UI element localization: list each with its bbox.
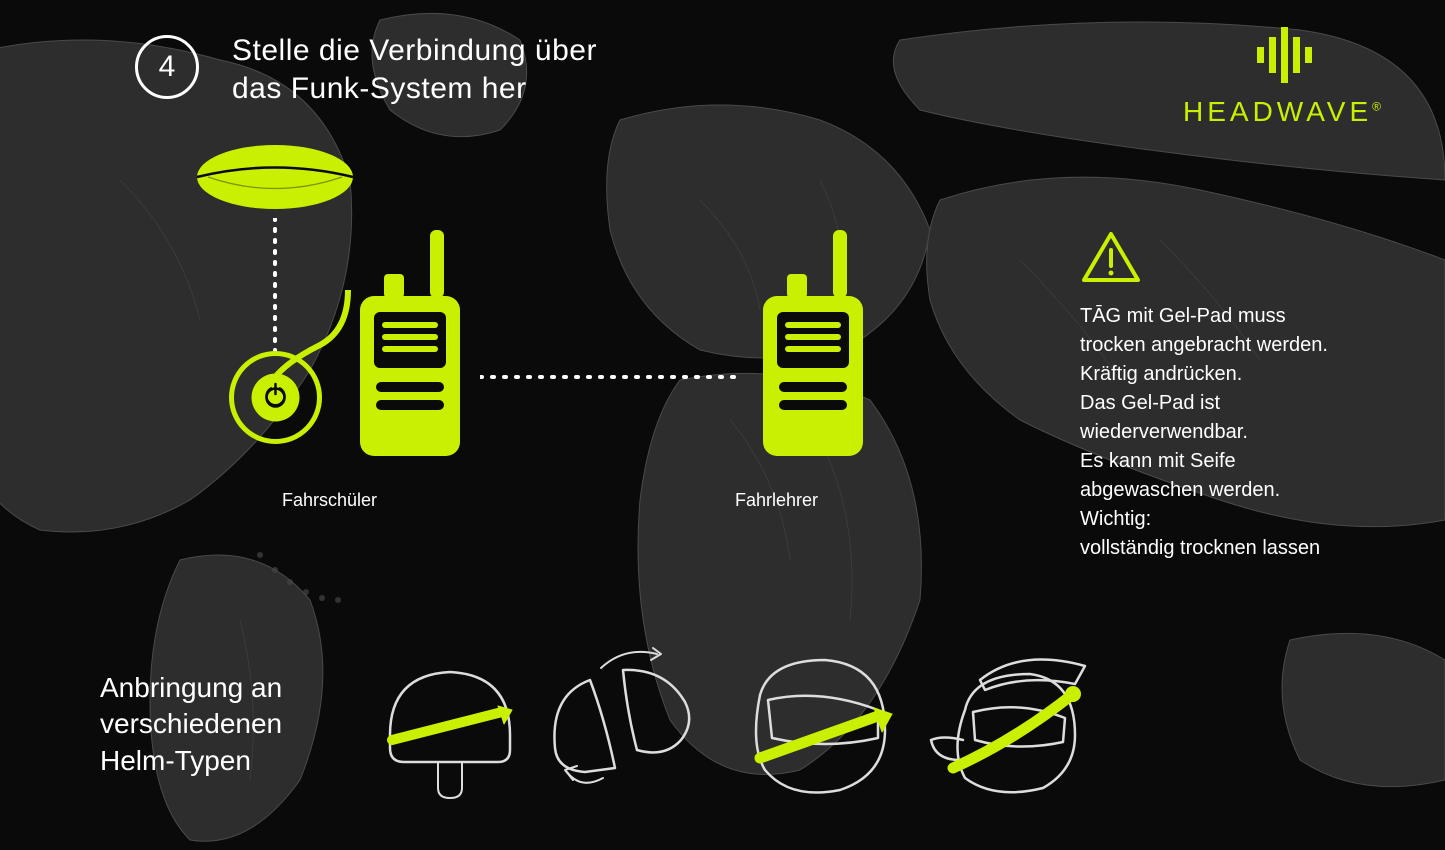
helmet-open-face-icon xyxy=(390,672,512,798)
headwave-tag-icon xyxy=(190,140,360,215)
step-title-line2: das Funk-System her xyxy=(232,72,527,105)
instructor-label: Fahrlehrer xyxy=(735,490,818,511)
helmet-flip-up-icon xyxy=(554,648,689,783)
helmet-full-face-icon xyxy=(756,660,892,793)
student-label: Fahrschüler xyxy=(282,490,377,511)
power-puck-icon xyxy=(228,350,323,445)
soundwave-icon xyxy=(1209,25,1359,85)
step-number-badge: 4 xyxy=(135,35,199,99)
helmets-heading-line3: Helm-Typen xyxy=(100,745,251,776)
warning-triangle-icon xyxy=(1080,230,1142,285)
helmet-types-diagram xyxy=(370,640,1090,820)
step-title: Stelle die Verbindung über das Funk-Syst… xyxy=(232,32,597,107)
helmets-heading-line2: verschiedenen xyxy=(100,708,282,739)
brand-logo: HEADWAVE® xyxy=(1183,25,1385,128)
helmet-motocross-icon xyxy=(931,660,1085,793)
brand-trademark: ® xyxy=(1372,100,1385,114)
dotted-line-horizontal xyxy=(480,372,740,382)
brand-name: HEADWAVE xyxy=(1183,96,1372,127)
step-number: 4 xyxy=(159,50,176,84)
helmets-heading-line1: Anbringung an xyxy=(100,672,282,703)
warning-block: TĀG mit Gel-Pad muss trocken angebracht … xyxy=(1080,230,1390,563)
warning-text: TĀG mit Gel-Pad muss trocken angebracht … xyxy=(1080,302,1390,563)
helmets-heading: Anbringung an verschiedenen Helm-Typen xyxy=(100,670,282,779)
walkie-talkie-instructor-icon xyxy=(733,230,883,460)
step-title-line1: Stelle die Verbindung über xyxy=(232,34,597,67)
